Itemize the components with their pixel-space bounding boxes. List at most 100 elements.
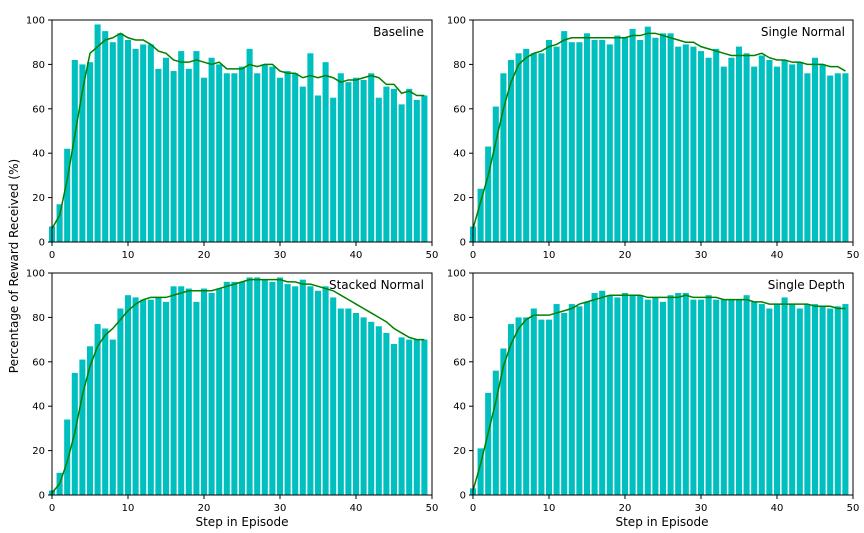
bar-single-depth [561, 312, 568, 495]
bar-single-normal [705, 57, 712, 242]
bar-baseline [140, 44, 147, 242]
y-tick-label: 100 [26, 16, 45, 27]
x-tick-label: 40 [771, 503, 784, 514]
bar-stacked-normal [299, 279, 306, 495]
bar-single-normal [728, 57, 735, 242]
bar-single-normal [515, 53, 522, 242]
bar-stacked-normal [162, 301, 170, 495]
bar-single-normal [652, 37, 659, 243]
bar-stacked-normal [360, 317, 367, 495]
y-tick-label: 100 [26, 269, 45, 280]
bar-stacked-normal [375, 326, 382, 495]
bar-baseline [398, 104, 405, 242]
bar-stacked-normal [398, 337, 405, 495]
x-tick-label: 50 [847, 250, 860, 261]
bar-stacked-normal [261, 279, 268, 495]
bar-stacked-normal [155, 297, 162, 495]
bar-single-normal [766, 59, 773, 243]
bar-single-normal [591, 39, 598, 243]
bar-baseline [223, 73, 230, 242]
bar-single-depth [507, 324, 515, 495]
figure-y-axis-label: Percentage of Reward Received (%) [7, 159, 21, 373]
y-tick-label: 20 [453, 193, 466, 204]
y-tick-label: 0 [39, 238, 45, 249]
bar-single-normal [675, 46, 682, 242]
bar-stacked-normal [307, 286, 314, 495]
bar-stacked-normal [102, 328, 109, 495]
x-tick-label: 0 [49, 503, 55, 514]
bar-single-depth [637, 295, 644, 495]
bar-baseline [162, 57, 170, 242]
bar-stacked-normal [200, 288, 208, 495]
bar-baseline [322, 62, 329, 243]
x-tick-label: 10 [543, 503, 556, 514]
x-tick-label: 30 [695, 250, 708, 261]
bar-stacked-normal [223, 281, 230, 495]
x-tick-label: 0 [49, 250, 55, 261]
bar-baseline [421, 95, 428, 242]
panel-title-single-normal: Single Normal [761, 25, 845, 39]
bar-baseline [79, 64, 86, 243]
bar-single-normal [599, 39, 606, 243]
bar-stacked-normal [231, 281, 238, 495]
bar-single-depth [842, 304, 849, 495]
bar-stacked-normal [390, 344, 398, 495]
bar-single-depth [796, 308, 803, 495]
bar-stacked-normal [352, 312, 360, 495]
x-tick-label: 0 [470, 250, 476, 261]
bar-stacked-normal [193, 301, 200, 495]
bar-stacked-normal [117, 308, 124, 495]
bar-single-depth [697, 299, 705, 495]
bar-stacked-normal [140, 299, 147, 495]
bar-single-depth [675, 292, 682, 495]
bar-single-depth [819, 306, 826, 495]
bar-baseline [246, 48, 253, 242]
y-tick-label: 20 [453, 446, 466, 457]
x-axis-label-right: Step in Episode [615, 515, 708, 529]
bar-single-depth [652, 297, 659, 495]
y-tick-label: 40 [32, 402, 45, 413]
chart-panel-single-depth: 0 10 20 30 40 50 0 20 40 60 80 100 Single Depth [447, 269, 859, 515]
bar-baseline [170, 71, 177, 242]
bar-baseline [307, 53, 314, 242]
y-tick-label: 40 [453, 402, 466, 413]
bar-single-depth [530, 308, 537, 495]
bar-stacked-normal [86, 346, 94, 495]
bar-single-depth [667, 295, 674, 495]
bar-single-normal [583, 33, 591, 242]
bar-baseline [292, 73, 299, 242]
bar-single-depth [758, 304, 765, 495]
bar-single-normal [561, 31, 568, 242]
bar-single-normal [621, 37, 629, 243]
bar-single-depth [728, 299, 735, 495]
bar-stacked-normal [64, 419, 71, 495]
bar-single-normal [553, 46, 560, 242]
x-axis-label-left: Step in Episode [195, 515, 288, 529]
x-tick-label: 10 [543, 250, 556, 261]
panel-title-stacked-normal: Stacked Normal [329, 278, 424, 292]
bar-stacked-normal [413, 339, 420, 495]
bar-baseline [193, 51, 200, 242]
chart-panel-stacked-normal: 0 10 20 30 40 50 0 20 40 60 80 100 Stacked Normal [26, 269, 438, 515]
bar-single-depth [735, 299, 743, 495]
bar-baseline [299, 86, 306, 242]
y-tick-label: 80 [453, 313, 466, 324]
bar-baseline [132, 48, 139, 242]
bar-single-normal [690, 46, 697, 242]
bar-single-normal [735, 46, 743, 242]
x-tick-label: 30 [274, 503, 287, 514]
bar-single-depth [576, 306, 583, 495]
y-tick-label: 0 [460, 238, 466, 249]
x-tick-label: 20 [619, 503, 632, 514]
bar-baseline [216, 64, 223, 243]
panel-title-single-depth: Single Depth [768, 278, 845, 292]
x-tick-label: 30 [695, 503, 708, 514]
bar-single-depth [781, 297, 788, 495]
bar-single-depth [811, 304, 819, 495]
bar-baseline [284, 71, 291, 242]
y-tick-label: 60 [453, 104, 466, 115]
bar-baseline [109, 42, 116, 243]
bar-stacked-normal [132, 297, 139, 495]
bar-stacked-normal [208, 292, 215, 495]
y-tick-label: 40 [32, 149, 45, 160]
